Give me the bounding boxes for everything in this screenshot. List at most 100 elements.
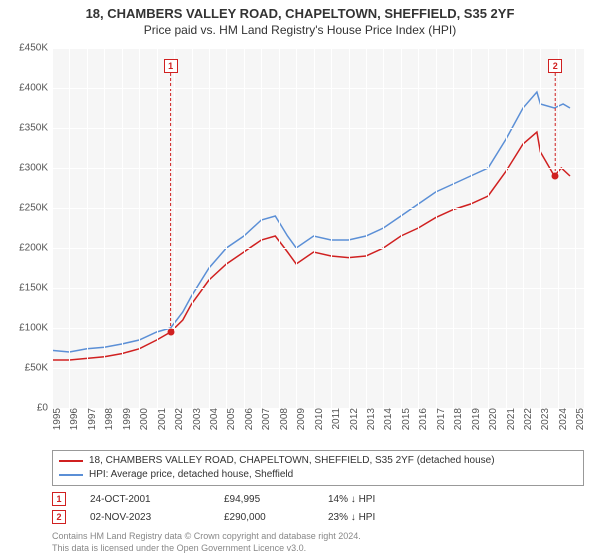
x-axis-label: 2013 <box>362 408 377 430</box>
y-axis-label: £50K <box>25 363 52 374</box>
x-axis-label: 1996 <box>65 408 80 430</box>
marker-table-row: 1 24-OCT-2001 £94,995 14% ↓ HPI <box>52 490 584 508</box>
gridline-vertical <box>314 48 315 408</box>
gridline-vertical <box>209 48 210 408</box>
chart-marker-dot <box>167 329 174 336</box>
gridline-vertical <box>122 48 123 408</box>
marker-table-box: 1 <box>52 492 66 506</box>
x-axis-label: 2008 <box>275 408 290 430</box>
gridline-horizontal <box>52 48 584 49</box>
x-axis-label: 2025 <box>571 408 586 430</box>
gridline-vertical <box>87 48 88 408</box>
x-axis-label: 2015 <box>397 408 412 430</box>
y-axis-label: £100K <box>19 323 52 334</box>
gridline-vertical <box>506 48 507 408</box>
gridline-vertical <box>69 48 70 408</box>
gridline-horizontal <box>52 168 584 169</box>
chart-marker-box: 2 <box>548 59 562 73</box>
gridline-horizontal <box>52 288 584 289</box>
gridline-vertical <box>401 48 402 408</box>
x-axis-label: 1999 <box>118 408 133 430</box>
y-axis-label: £250K <box>19 203 52 214</box>
x-axis-label: 2021 <box>502 408 517 430</box>
gridline-vertical <box>261 48 262 408</box>
y-axis-label: £200K <box>19 243 52 254</box>
x-axis-label: 2001 <box>153 408 168 430</box>
x-axis-label: 2020 <box>484 408 499 430</box>
x-axis-label: 2009 <box>292 408 307 430</box>
x-axis-label: 2024 <box>554 408 569 430</box>
y-axis-label: £400K <box>19 83 52 94</box>
gridline-vertical <box>453 48 454 408</box>
y-axis-label: £350K <box>19 123 52 134</box>
marker-table-box: 2 <box>52 510 66 524</box>
y-axis-label: £300K <box>19 163 52 174</box>
series-line-property <box>52 132 570 360</box>
gridline-vertical <box>558 48 559 408</box>
line-svg <box>52 48 584 408</box>
gridline-vertical <box>279 48 280 408</box>
gridline-vertical <box>296 48 297 408</box>
chart-title: 18, CHAMBERS VALLEY ROAD, CHAPELTOWN, SH… <box>0 6 600 21</box>
gridline-vertical <box>331 48 332 408</box>
legend: 18, CHAMBERS VALLEY ROAD, CHAPELTOWN, SH… <box>52 450 584 486</box>
footer-line-1: Contains HM Land Registry data © Crown c… <box>52 530 361 542</box>
gridline-vertical <box>540 48 541 408</box>
marker-table-price: £94,995 <box>224 494 304 505</box>
x-axis-label: 2002 <box>170 408 185 430</box>
gridline-horizontal <box>52 248 584 249</box>
y-axis-label: £450K <box>19 43 52 54</box>
x-axis-label: 2019 <box>467 408 482 430</box>
marker-table-delta: 23% ↓ HPI <box>328 512 584 523</box>
x-axis-label: 1995 <box>48 408 63 430</box>
x-axis-label: 2010 <box>310 408 325 430</box>
gridline-horizontal <box>52 328 584 329</box>
x-axis-label: 2011 <box>327 408 342 430</box>
x-axis-label: 2006 <box>240 408 255 430</box>
x-axis-label: 2014 <box>379 408 394 430</box>
plot-area: £0£50K£100K£150K£200K£250K£300K£350K£400… <box>52 48 584 408</box>
gridline-vertical <box>139 48 140 408</box>
gridline-vertical <box>226 48 227 408</box>
gridline-vertical <box>174 48 175 408</box>
x-axis-label: 2023 <box>536 408 551 430</box>
chart-marker-box: 1 <box>164 59 178 73</box>
legend-label: 18, CHAMBERS VALLEY ROAD, CHAPELTOWN, SH… <box>89 454 495 468</box>
gridline-horizontal <box>52 368 584 369</box>
legend-swatch <box>59 474 83 476</box>
legend-swatch <box>59 460 83 462</box>
x-axis-label: 2000 <box>135 408 150 430</box>
marker-table-delta: 14% ↓ HPI <box>328 494 584 505</box>
x-axis-label: 1998 <box>100 408 115 430</box>
gridline-vertical <box>52 48 53 408</box>
gridline-vertical <box>575 48 576 408</box>
gridline-vertical <box>383 48 384 408</box>
x-axis-label: 2022 <box>519 408 534 430</box>
x-axis-label: 2007 <box>257 408 272 430</box>
legend-row: 18, CHAMBERS VALLEY ROAD, CHAPELTOWN, SH… <box>59 454 577 468</box>
y-axis-label: £150K <box>19 283 52 294</box>
series-line-hpi <box>52 92 570 352</box>
footer-text: Contains HM Land Registry data © Crown c… <box>52 530 361 554</box>
marker-table-row: 2 02-NOV-2023 £290,000 23% ↓ HPI <box>52 508 584 526</box>
gridline-vertical <box>523 48 524 408</box>
marker-table-price: £290,000 <box>224 512 304 523</box>
x-axis-label: 1997 <box>83 408 98 430</box>
gridline-horizontal <box>52 208 584 209</box>
x-axis-label: 2004 <box>205 408 220 430</box>
chart-marker-dot <box>552 173 559 180</box>
gridline-vertical <box>418 48 419 408</box>
gridline-vertical <box>157 48 158 408</box>
gridline-vertical <box>104 48 105 408</box>
legend-label: HPI: Average price, detached house, Shef… <box>89 468 293 482</box>
gridline-vertical <box>488 48 489 408</box>
x-axis-label: 2016 <box>414 408 429 430</box>
x-axis-label: 2018 <box>449 408 464 430</box>
chart-subtitle: Price paid vs. HM Land Registry's House … <box>0 23 600 37</box>
marker-table-date: 24-OCT-2001 <box>90 494 200 505</box>
x-axis-label: 2017 <box>432 408 447 430</box>
gridline-vertical <box>192 48 193 408</box>
title-block: 18, CHAMBERS VALLEY ROAD, CHAPELTOWN, SH… <box>0 0 600 37</box>
gridline-vertical <box>244 48 245 408</box>
marker-table-date: 02-NOV-2023 <box>90 512 200 523</box>
